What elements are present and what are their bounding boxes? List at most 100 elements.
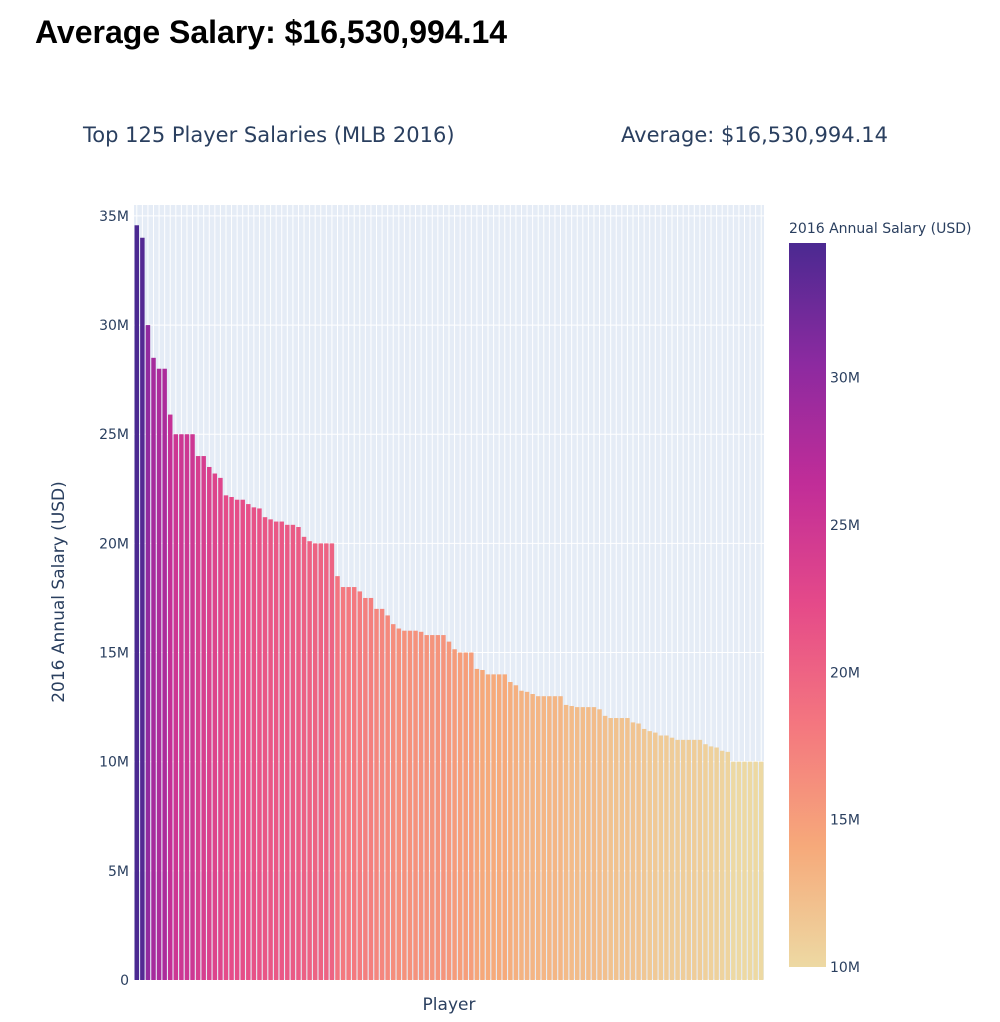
bar (234, 499, 240, 980)
bar (374, 608, 379, 980)
bar (173, 434, 179, 980)
bar (301, 536, 307, 980)
bar (664, 735, 669, 980)
bar (195, 456, 201, 980)
colorbar-tick-label: 20M (830, 665, 860, 681)
bar (363, 597, 368, 980)
bar (480, 670, 485, 980)
bar (636, 723, 641, 980)
bar (736, 761, 742, 980)
bar (680, 739, 686, 980)
y-tick-label: 15M (99, 646, 129, 662)
bar (692, 739, 697, 980)
bars (134, 225, 764, 981)
bar (758, 761, 764, 980)
bar (312, 543, 318, 980)
bar (290, 524, 296, 980)
bar (441, 635, 446, 980)
bar (385, 615, 390, 980)
y-tick-labels: 0 5M 10M 15M 20M 25M 30M 35M (99, 209, 129, 989)
bar (318, 543, 323, 980)
colorbar-title: 2016 Annual Salary (USD) (789, 221, 971, 237)
bar (625, 718, 630, 980)
bar (346, 587, 351, 980)
bar (307, 541, 312, 980)
y-tick-label: 25M (99, 427, 129, 443)
y-tick-label: 35M (99, 209, 129, 225)
bar (156, 368, 162, 980)
bar (580, 707, 586, 980)
bar (614, 718, 619, 980)
bar (335, 576, 340, 980)
bar (329, 543, 335, 980)
y-tick-label: 30M (99, 318, 129, 334)
bar (279, 521, 284, 980)
bar (391, 624, 396, 980)
bar (340, 587, 346, 980)
bar (508, 682, 513, 980)
bar (602, 715, 608, 980)
bar (207, 466, 212, 981)
colorbar-tick-label: 10M (830, 960, 860, 976)
bar (669, 737, 675, 980)
bar (273, 521, 279, 980)
bar (630, 722, 636, 980)
colorbar-tick-label: 30M (830, 371, 860, 387)
bar (731, 761, 736, 980)
bar (703, 744, 708, 980)
y-tick-label: 20M (99, 536, 129, 552)
bar (463, 652, 468, 980)
y-tick-label: 5M (108, 864, 129, 880)
bar (351, 587, 357, 980)
bar (324, 543, 329, 980)
bar (714, 747, 719, 980)
bar (201, 456, 206, 980)
y-axis-label: 2016 Annual Salary (USD) (49, 481, 69, 703)
bar (240, 499, 245, 980)
colorbar: 2016 Annual Salary (USD) 10M 15M 20M 25M 30M (789, 221, 971, 976)
bar (151, 357, 156, 980)
bar (179, 434, 184, 980)
y-tick-label: 10M (99, 755, 129, 771)
bar (140, 237, 145, 981)
bar (285, 524, 290, 980)
bar (653, 732, 658, 980)
bar (719, 750, 725, 980)
bar (597, 709, 602, 980)
bar (190, 434, 195, 980)
bar (708, 746, 714, 980)
bar (407, 630, 413, 980)
bar (485, 674, 491, 980)
bar (524, 691, 530, 980)
bar (413, 630, 418, 980)
bar (212, 473, 218, 980)
bar (457, 652, 463, 980)
bar (268, 519, 273, 980)
bar (619, 718, 625, 980)
bar (469, 652, 474, 980)
bar (424, 635, 429, 980)
bar (513, 685, 519, 980)
colorbar-tick-label: 15M (830, 813, 860, 829)
bar (675, 739, 680, 980)
bar (223, 495, 229, 980)
bar (168, 414, 173, 980)
bar (547, 696, 552, 980)
bar (396, 628, 402, 980)
bar (257, 508, 262, 980)
bar (658, 735, 664, 980)
bar (229, 496, 234, 980)
chart-title: Top 125 Player Salaries (MLB 2016) (82, 123, 455, 147)
bar (586, 707, 591, 980)
colorbar-tick-label: 25M (830, 518, 860, 534)
bar (418, 631, 424, 980)
page-heading: Average Salary: $16,530,994.14 (35, 14, 508, 50)
bar (591, 707, 597, 980)
bar (430, 635, 435, 980)
bar (725, 751, 730, 980)
bar (697, 739, 703, 980)
bar (218, 477, 223, 980)
colorbar-tick-labels: 10M 15M 20M 25M 30M (830, 371, 860, 976)
bar (647, 731, 652, 980)
